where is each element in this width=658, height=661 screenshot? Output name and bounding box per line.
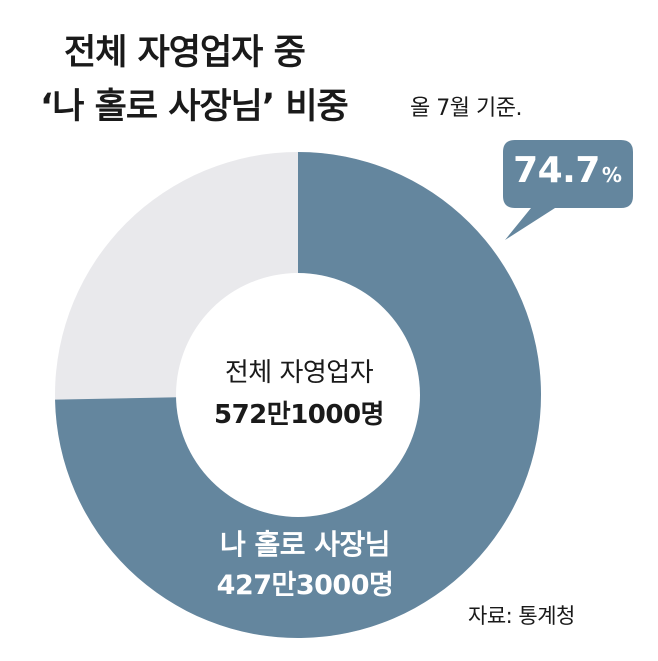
slice-label-value: 427만3000명 bbox=[216, 570, 394, 601]
percent-value: 74.7 bbox=[513, 150, 600, 191]
chart-title-line-2: ‘나 홀로 사장님’ 비중 bbox=[40, 87, 349, 127]
center-total-value: 572만1000명 bbox=[214, 400, 384, 430]
source-note: 자료: 통계청 bbox=[468, 604, 575, 628]
slice-label-name: 나 홀로 사장님 bbox=[219, 528, 391, 561]
percent-unit: % bbox=[601, 163, 622, 187]
percent-callout-text: 74.7% bbox=[505, 150, 630, 191]
donut-hole bbox=[176, 273, 420, 517]
chart-subtitle: 올 7월 기준. bbox=[410, 96, 522, 121]
center-total-label: 전체 자영업자 bbox=[224, 358, 374, 388]
percent-callout-bubble bbox=[503, 140, 633, 240]
chart-title-line-1: 전체 자영업자 중 bbox=[64, 33, 306, 73]
